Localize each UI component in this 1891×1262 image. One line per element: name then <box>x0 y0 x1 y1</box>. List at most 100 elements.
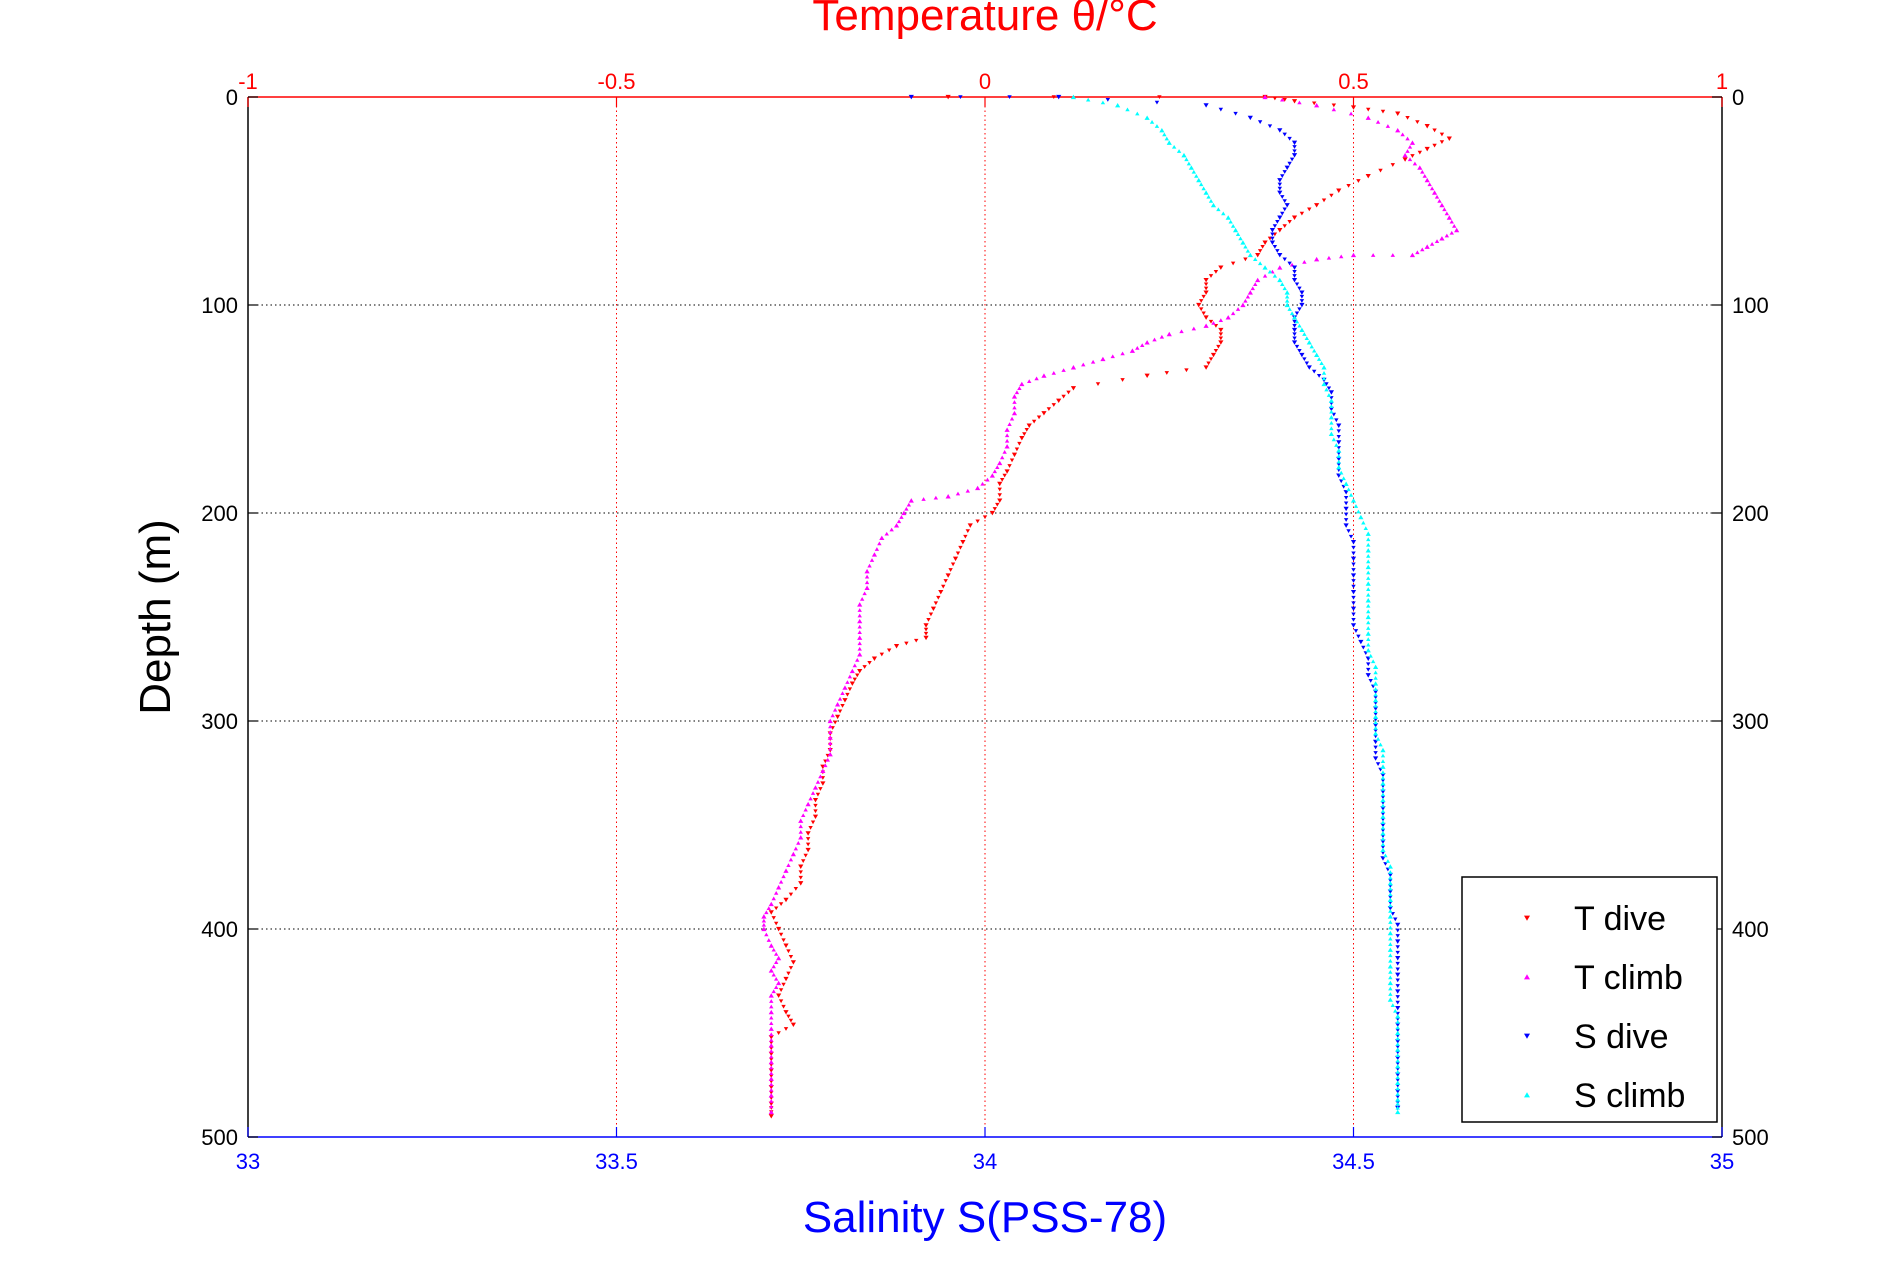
data-point <box>1218 265 1224 270</box>
data-point <box>1387 872 1393 878</box>
data-point-interp <box>1373 687 1378 691</box>
data-point <box>1247 115 1253 121</box>
series-s-climb <box>1070 94 1401 1115</box>
data-point <box>768 901 774 907</box>
data-point <box>1262 94 1268 100</box>
data-point-interp <box>1339 470 1344 475</box>
data-point-interp <box>840 703 845 708</box>
data-point-interp <box>1302 357 1307 362</box>
data-point-interp <box>818 787 823 791</box>
data-point-interp <box>808 796 813 801</box>
data-point-interp <box>1388 958 1393 963</box>
data-point <box>1373 697 1379 703</box>
data-point-interp <box>1294 282 1300 287</box>
data-point <box>1203 103 1209 108</box>
data-point-interp <box>1366 576 1371 580</box>
data-point-interp <box>1395 934 1400 938</box>
data-point-interp <box>1329 404 1334 408</box>
data-point-interp <box>1378 742 1383 747</box>
data-point-interp <box>1353 504 1359 508</box>
data-point <box>1395 1097 1401 1102</box>
data-point-interp <box>874 547 880 551</box>
data-point-interp <box>1373 720 1378 725</box>
data-point-interp <box>1307 207 1312 212</box>
bottom-tick-label: 33 <box>236 1149 260 1174</box>
data-point-interp <box>1395 1042 1400 1046</box>
data-point <box>1373 731 1379 736</box>
data-point <box>827 751 833 757</box>
data-point <box>1424 244 1430 249</box>
data-point-interp <box>766 938 772 942</box>
data-point-interp <box>1432 128 1437 133</box>
data-point-interp <box>997 487 1002 492</box>
data-point <box>1299 302 1305 308</box>
data-point-interp <box>1420 169 1425 174</box>
right-tick-label: 100 <box>1732 293 1769 318</box>
series-t-dive <box>768 94 1452 1119</box>
data-point-interp <box>1370 253 1376 257</box>
data-point-interp <box>859 596 865 601</box>
data-point-interp <box>995 465 1000 469</box>
data-point-interp <box>1375 737 1381 741</box>
data-point-interp <box>1348 492 1354 497</box>
data-point <box>1291 153 1298 158</box>
data-point <box>768 1093 774 1098</box>
data-point-interp <box>1218 336 1224 341</box>
data-point <box>1056 94 1062 100</box>
data-point <box>1395 1030 1401 1036</box>
data-point <box>790 1022 796 1028</box>
data-point-interp <box>1253 257 1258 261</box>
data-point <box>1365 598 1371 603</box>
data-point-interp <box>1366 662 1371 667</box>
data-point-interp <box>857 608 862 612</box>
data-point-interp <box>1373 709 1378 714</box>
data-point-interp <box>1272 245 1278 249</box>
data-point <box>1203 277 1209 283</box>
data-point <box>1365 647 1371 653</box>
data-point <box>1350 540 1357 545</box>
data-point <box>1395 1072 1401 1077</box>
data-point-interp <box>1380 842 1386 847</box>
data-point-interp <box>1051 95 1056 99</box>
data-point-interp <box>778 902 784 907</box>
data-point-interp <box>1434 239 1440 243</box>
data-point <box>1402 152 1408 158</box>
data-point-interp <box>1388 953 1393 958</box>
data-point <box>864 568 870 574</box>
data-point-interp <box>1388 992 1393 996</box>
data-point-interp <box>1302 332 1307 336</box>
data-point-interp <box>1280 211 1285 216</box>
data-point-interp <box>1243 298 1248 303</box>
data-point <box>1166 331 1172 337</box>
data-point <box>1210 202 1217 208</box>
left-tick-label: 0 <box>226 85 238 110</box>
left-tick-label: 200 <box>201 501 238 526</box>
data-point-interp <box>1380 770 1386 775</box>
data-point-interp <box>1348 534 1354 539</box>
data-point <box>1380 764 1386 769</box>
data-point <box>1277 253 1283 258</box>
data-point-interp <box>1201 186 1206 191</box>
data-point-interp <box>1407 157 1413 162</box>
data-point-interp <box>845 692 850 697</box>
data-point <box>768 1035 774 1040</box>
data-point-interp <box>1331 437 1337 442</box>
data-point <box>1284 203 1290 208</box>
data-point-interp <box>1334 418 1339 423</box>
data-point-interp <box>771 989 776 994</box>
data-point-interp <box>845 680 850 684</box>
data-point-interp <box>815 780 821 784</box>
data-point-interp <box>933 601 939 606</box>
data-point-interp <box>1412 161 1418 166</box>
data-point-interp <box>1267 124 1273 129</box>
data-point-interp <box>1294 344 1300 349</box>
data-point <box>1336 440 1342 445</box>
data-point <box>1004 469 1010 474</box>
data-point-interp <box>904 641 909 646</box>
data-point-interp <box>1311 348 1317 353</box>
data-point-interp <box>1346 183 1351 188</box>
data-point-interp <box>1009 458 1015 463</box>
data-point-interp <box>781 982 786 987</box>
data-point <box>805 847 811 853</box>
data-point-interp <box>1427 182 1432 187</box>
